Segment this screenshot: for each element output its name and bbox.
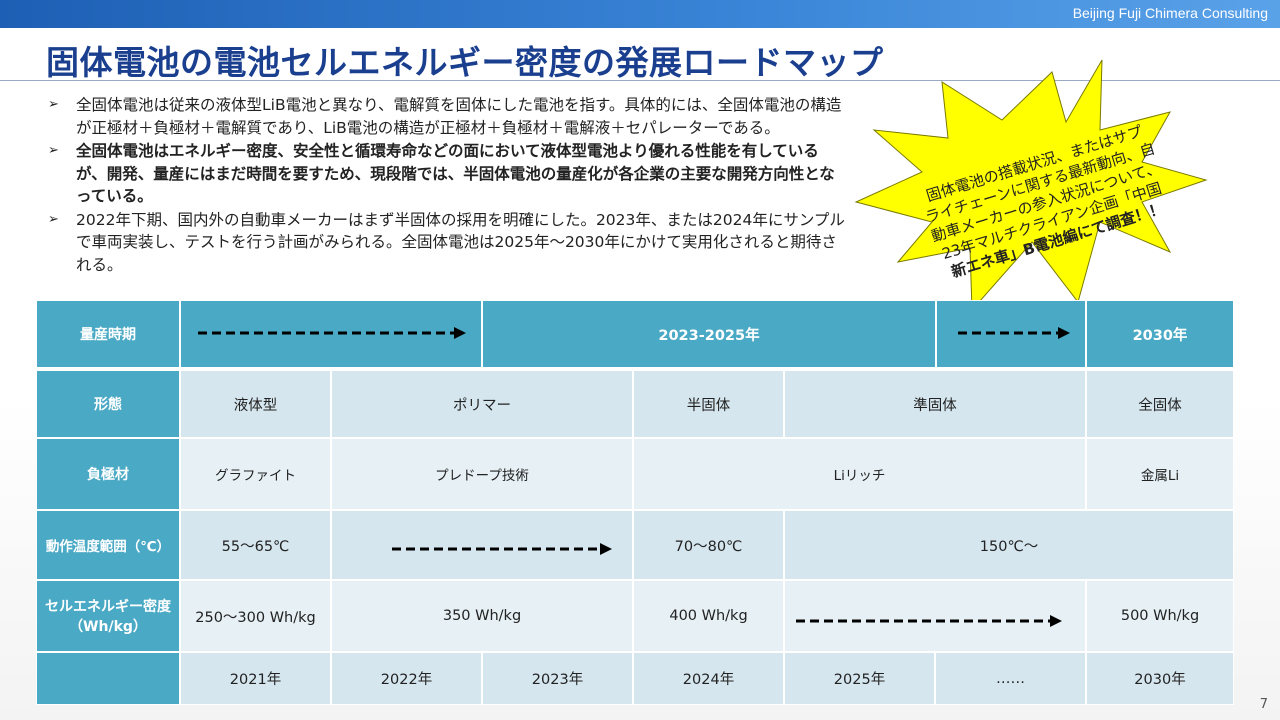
- arrow-bullet-icon: ➢: [48, 97, 59, 112]
- bullet-item: ➢ 全固体電池はエネルギー密度、安全性と循環寿命などの面において液体型電池より優…: [48, 140, 848, 208]
- page-title: 固体電池の電池セルエネルギー密度の発展ロードマップ: [46, 43, 884, 82]
- density-400: 400 Wh/kg: [633, 580, 784, 652]
- row-label-temperature: 動作温度範囲（℃）: [36, 510, 180, 580]
- mass-production-end: 2030年: [1086, 300, 1234, 368]
- anode-metal-li: 金属Li: [1086, 438, 1234, 510]
- form-liquid: 液体型: [180, 370, 331, 438]
- arrow-bullet-icon: ➢: [48, 211, 59, 227]
- anode-predoping: プレドープ技術: [331, 438, 633, 510]
- dashed-arrow-icon: [392, 542, 612, 556]
- title-divider: [0, 80, 1280, 81]
- form-semi-solid: 半固体: [633, 370, 784, 438]
- form-polymer: ポリマー: [331, 370, 633, 438]
- dashed-arrow-icon: [796, 614, 1062, 628]
- year-cell: 2022年: [331, 652, 482, 705]
- anode-li-rich: Liリッチ: [633, 438, 1086, 510]
- anode-graphite: グラファイト: [180, 438, 331, 510]
- temp-arrow-cell: [331, 510, 633, 580]
- company-brand: Beijing Fuji Chimera Consulting: [1072, 5, 1268, 21]
- form-all-solid: 全固体: [1086, 370, 1234, 438]
- bullet-item: ➢ 全固体電池は従来の液体型LiB電池と異なり、電解質を固体にした電池を指す。具…: [48, 94, 848, 139]
- mass-production-mid: 2023-2025年: [482, 300, 936, 368]
- temp-150-plus: 150℃～: [784, 510, 1234, 580]
- row-label-years-empty: [36, 652, 180, 705]
- year-cell: 2023年: [482, 652, 633, 705]
- starburst-shape: [854, 59, 1208, 312]
- density-arrow-cell: [784, 580, 1086, 652]
- row-label-form: 形態: [36, 370, 180, 438]
- temp-55-65: 55～65℃: [180, 510, 331, 580]
- year-cell: 2025年: [784, 652, 935, 705]
- year-cell: 2024年: [633, 652, 784, 705]
- year-cell: 2030年: [1086, 652, 1234, 705]
- row-label-mass-production: 量産時期: [36, 300, 180, 368]
- dashed-arrow-icon: [958, 326, 1070, 340]
- bullet-list: ➢ 全固体電池は従来の液体型LiB電池と異なり、電解質を固体にした電池を指す。具…: [48, 94, 848, 277]
- bullet-text: 全固体電池はエネルギー密度、安全性と循環寿命などの面において液体型電池より優れる…: [76, 142, 835, 205]
- temp-70-80: 70～80℃: [633, 510, 784, 580]
- year-cell: 2021年: [180, 652, 331, 705]
- row-label-anode: 負極材: [36, 438, 180, 510]
- row-label-energy-density: セルエネルギー密度 （Wh/kg）: [36, 580, 180, 652]
- top-banner: Beijing Fuji Chimera Consulting: [0, 0, 1280, 28]
- arrow-bullet-icon: ➢: [48, 143, 59, 158]
- page-number: 7: [1259, 697, 1268, 712]
- roadmap-table: 量産時期 2023-2025年 2030年 形態 液体型 ポリマー 半固体 準固…: [36, 300, 1234, 705]
- density-350: 350 Wh/kg: [331, 580, 633, 652]
- density-250-300: 250～300 Wh/kg: [180, 580, 331, 652]
- bullet-text: 全固体電池は従来の液体型LiB電池と異なり、電解質を固体にした電池を指す。具体的…: [76, 96, 842, 137]
- density-500: 500 Wh/kg: [1086, 580, 1234, 652]
- starburst-callout: 固体電池の搭載状況、またはサプ ライチェーンに関する最新動向、自 動車メーカーの…: [852, 52, 1208, 314]
- bullet-text: 2022年下期、国内外の自動車メーカーはまず半固体の採用を明確にした。2023年…: [76, 210, 845, 274]
- year-cell: ……: [935, 652, 1086, 705]
- dashed-arrow-icon: [198, 326, 466, 340]
- bullet-item: ➢ 2022年下期、国内外の自動車メーカーはまず半固体の採用を明確にした。202…: [48, 209, 848, 277]
- form-quasi-solid: 準固体: [784, 370, 1086, 438]
